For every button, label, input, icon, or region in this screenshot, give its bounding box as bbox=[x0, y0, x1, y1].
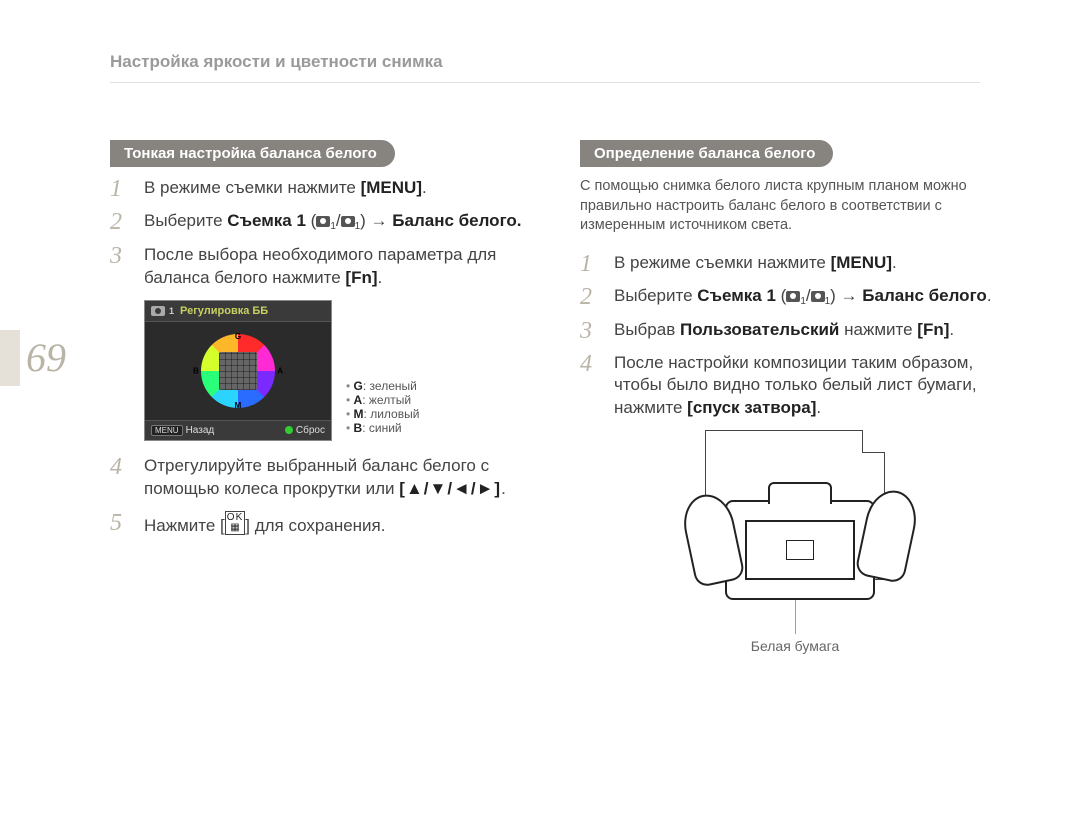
step-text: . bbox=[949, 320, 954, 339]
wheel-label-a: A bbox=[277, 366, 283, 375]
legend-item: A: желтый bbox=[346, 393, 419, 407]
camera-illustration bbox=[665, 430, 925, 630]
step: 4 Отрегулируйте выбранный баланс белого … bbox=[110, 455, 540, 501]
step-bold: Съемка 1 bbox=[697, 286, 776, 305]
step-number: 3 bbox=[110, 240, 122, 272]
lcd-title: Регулировка ББ bbox=[180, 305, 268, 317]
step-number: 1 bbox=[110, 173, 122, 205]
step-text: ) → bbox=[830, 286, 862, 305]
wheel-label-b: B bbox=[193, 366, 199, 375]
step: 2 Выберите Съемка 1 (1/1) → Баланс белог… bbox=[110, 210, 540, 234]
step-bold: [MENU] bbox=[361, 178, 422, 197]
page-number-block: 69 bbox=[0, 330, 72, 386]
camera-body-icon bbox=[725, 500, 875, 600]
legend-item: G: зеленый bbox=[346, 379, 419, 393]
camera-icon bbox=[151, 306, 165, 316]
step-text: ] для сохранения. bbox=[245, 516, 385, 535]
section-pill-left: Тонкая настройка баланса белого bbox=[110, 140, 395, 167]
lcd-back: MENUНазад bbox=[151, 425, 214, 436]
step: 1 В режиме съемки нажмите [MENU]. bbox=[110, 177, 540, 200]
step-bold: Съемка 1 bbox=[227, 211, 306, 230]
step-number: 5 bbox=[110, 507, 122, 539]
step-text: . bbox=[892, 253, 897, 272]
step-number: 1 bbox=[580, 248, 592, 280]
camera-lcd: 1 Регулировка ББ G B A M MENUНазад Сброс bbox=[144, 300, 332, 441]
page-number: 69 bbox=[26, 330, 66, 386]
illustration-caption: Белая бумага bbox=[580, 638, 1010, 654]
steps-right: 1 В режиме съемки нажмите [MENU]. 2 Выбе… bbox=[580, 252, 1010, 421]
section-pill-right: Определение баланса белого bbox=[580, 140, 833, 167]
step-text: В режиме съемки нажмите bbox=[144, 178, 361, 197]
column-right: Определение баланса белого С помощью сни… bbox=[580, 140, 1010, 654]
camera-mode-icon: 1 bbox=[786, 286, 806, 309]
step-text: ( bbox=[776, 286, 786, 305]
video-mode-icon: 1 bbox=[341, 211, 361, 234]
wheel-label-m: M bbox=[235, 401, 242, 410]
wb-color-wheel: G B A M bbox=[201, 334, 275, 408]
step-text: Выберите bbox=[144, 211, 227, 230]
step-text: ( bbox=[306, 211, 316, 230]
legend-item: M: лиловый bbox=[346, 407, 419, 421]
steps-left: 1 В режиме съемки нажмите [MENU]. 2 Выбе… bbox=[110, 177, 540, 290]
step-bold: [Fn] bbox=[917, 320, 949, 339]
ok-key-icon: OK▦ bbox=[225, 511, 245, 535]
lcd-bottom-bar: MENUНазад Сброс bbox=[145, 420, 331, 440]
step-text: . bbox=[422, 178, 427, 197]
step: 2 Выберите Съемка 1 (1/1) → Баланс белог… bbox=[580, 285, 1010, 309]
step-bold: Пользовательский bbox=[680, 320, 839, 339]
lcd-reset: Сброс bbox=[285, 425, 325, 436]
step-text: . bbox=[501, 479, 506, 498]
step: 3 Выбрав Пользовательский нажмите [Fn]. bbox=[580, 319, 1010, 342]
camera-mode-icon: 1 bbox=[316, 211, 336, 234]
step-text: . bbox=[378, 268, 383, 287]
step-text: ) → bbox=[360, 211, 392, 230]
step-text: . bbox=[987, 286, 992, 305]
step-text: Нажмите [ bbox=[144, 516, 225, 535]
step: 4 После настройки композиции таким образ… bbox=[580, 352, 1010, 421]
step-number: 4 bbox=[110, 451, 122, 483]
step-bold: [Fn] bbox=[345, 268, 377, 287]
lcd-figure: 1 Регулировка ББ G B A M MENUНазад Сброс bbox=[144, 300, 540, 441]
callout-line bbox=[795, 600, 796, 634]
wb-legend: G: зеленый A: желтый M: лиловый B: синий bbox=[346, 379, 419, 441]
camera-screen-icon bbox=[745, 520, 855, 580]
column-left: Тонкая настройка баланса белого 1 В режи… bbox=[110, 140, 540, 548]
step-number: 4 bbox=[580, 348, 592, 380]
menu-key-icon: MENU bbox=[151, 425, 183, 436]
page-title: Настройка яркости и цветности снимка bbox=[110, 52, 443, 72]
step-text: Выберите bbox=[614, 286, 697, 305]
reset-dot-icon bbox=[285, 426, 293, 434]
arrow-keys-icon: [▲/▼/◄/►] bbox=[399, 479, 501, 498]
wheel-label-g: G bbox=[235, 332, 241, 341]
step: 1 В режиме съемки нажмите [MENU]. bbox=[580, 252, 1010, 275]
step: 3 После выбора необходимого параметра дл… bbox=[110, 244, 540, 290]
step-number: 3 bbox=[580, 315, 592, 347]
step-text: . bbox=[816, 398, 821, 417]
step-text: Выбрав bbox=[614, 320, 680, 339]
legend-item: B: синий bbox=[346, 421, 419, 435]
step-number: 2 bbox=[110, 206, 122, 238]
step-bold: [спуск затвора] bbox=[687, 398, 816, 417]
video-mode-icon: 1 bbox=[811, 286, 831, 309]
manual-page: Настройка яркости и цветности снимка 69 … bbox=[0, 0, 1080, 815]
step: 5 Нажмите [OK▦] для сохранения. bbox=[110, 511, 540, 538]
step-bold: [MENU] bbox=[831, 253, 892, 272]
page-number-tab bbox=[0, 330, 20, 386]
step-text: нажмите bbox=[839, 320, 917, 339]
step-text: После выбора необходимого параметра для … bbox=[144, 245, 496, 287]
page-rule bbox=[110, 82, 980, 83]
lcd-top-bar: 1 Регулировка ББ bbox=[145, 301, 331, 322]
steps-left-cont: 4 Отрегулируйте выбранный баланс белого … bbox=[110, 455, 540, 538]
lcd-mode-sub: 1 bbox=[169, 306, 174, 316]
step-bold: Баланс белого bbox=[862, 286, 987, 305]
step-text: В режиме съемки нажмите bbox=[614, 253, 831, 272]
step-number: 2 bbox=[580, 281, 592, 313]
intro-text: С помощью снимка белого листа крупным пл… bbox=[580, 177, 1010, 236]
step-bold: Баланс белого. bbox=[392, 211, 521, 230]
lcd-body: G B A M bbox=[145, 322, 331, 420]
